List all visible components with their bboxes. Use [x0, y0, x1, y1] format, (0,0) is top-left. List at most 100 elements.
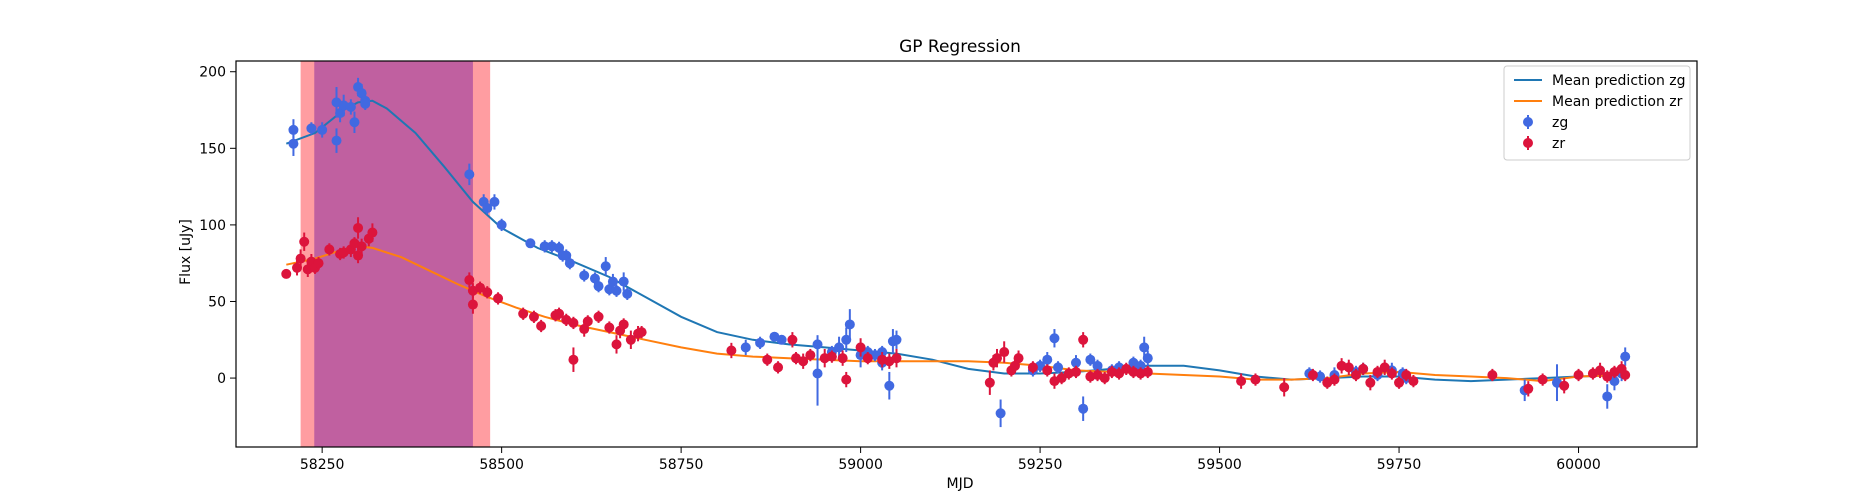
y-tick-label-2: 100 — [199, 218, 226, 234]
data-point-zr-31 — [568, 354, 579, 365]
data-point-zr-36 — [611, 339, 622, 350]
data-point-zr-105 — [1602, 371, 1613, 382]
data-point-zr-51 — [837, 353, 848, 364]
data-point-zg-52 — [891, 334, 902, 345]
legend-label-0: Mean prediction zg — [1552, 73, 1686, 89]
data-point-zr-92 — [1372, 366, 1383, 377]
data-point-zr-15 — [356, 241, 367, 252]
data-point-zg-44 — [844, 319, 855, 330]
data-point-zr-7 — [313, 258, 324, 269]
data-point-zg-16 — [482, 203, 493, 214]
data-point-zr-97 — [1408, 376, 1419, 387]
data-point-zr-74 — [1099, 373, 1110, 384]
data-point-zg-61 — [1085, 354, 1096, 365]
y-tick-label-1: 50 — [208, 294, 226, 310]
data-point-zr-23 — [493, 293, 504, 304]
data-point-zr-43 — [762, 354, 773, 365]
data-point-zr-13 — [353, 250, 364, 261]
data-point-zr-18 — [464, 275, 475, 286]
legend: Mean prediction zg Mean prediction zr zg zr — [1503, 65, 1691, 161]
data-point-zr-82 — [1250, 374, 1261, 385]
data-point-zr-66 — [1042, 365, 1053, 376]
data-point-zg-56 — [1042, 354, 1053, 365]
data-point-zr-20 — [467, 299, 478, 310]
data-point-zg-20 — [539, 241, 550, 252]
data-point-zg-68 — [1142, 353, 1153, 364]
legend-box — [1503, 65, 1691, 161]
data-point-zg-59 — [1070, 357, 1081, 368]
x-tick-label-5: 59500 — [1197, 457, 1242, 473]
data-point-zr-99 — [1523, 383, 1534, 394]
data-point-zg-36 — [755, 337, 766, 348]
data-point-zr-54 — [862, 353, 873, 364]
legend-label-3: zr — [1552, 136, 1565, 152]
data-point-zr-21 — [475, 282, 486, 293]
data-point-zg-3 — [317, 124, 328, 135]
data-point-zr-90 — [1358, 363, 1369, 374]
data-point-zr-8 — [324, 244, 335, 255]
data-point-zr-68 — [1056, 373, 1067, 384]
data-point-zg-6 — [335, 108, 346, 119]
data-point-zr-81 — [1236, 376, 1247, 387]
data-point-zr-52 — [841, 374, 852, 385]
data-point-zg-83 — [1620, 351, 1631, 362]
data-point-zr-100 — [1537, 374, 1548, 385]
data-point-zr-83 — [1279, 382, 1290, 393]
legend-swatch-2 — [1523, 117, 1533, 127]
data-point-zr-95 — [1394, 377, 1405, 388]
x-tick-label-2: 58750 — [659, 457, 704, 473]
data-point-zr-60 — [992, 353, 1003, 364]
legend-swatch-3 — [1523, 138, 1533, 148]
data-point-zr-47 — [798, 356, 809, 367]
data-point-zr-1 — [292, 262, 303, 273]
data-point-zg-43 — [841, 334, 852, 345]
data-point-zr-65 — [1027, 362, 1038, 373]
data-point-zg-27 — [589, 273, 600, 284]
data-point-zg-18 — [496, 219, 507, 230]
data-point-zg-4 — [331, 135, 342, 146]
data-point-zr-89 — [1350, 370, 1361, 381]
data-point-zg-14 — [464, 169, 475, 180]
data-point-zr-34 — [593, 311, 604, 322]
data-point-zr-96 — [1401, 370, 1412, 381]
data-point-zr-88 — [1343, 362, 1354, 373]
data-point-zg-22 — [554, 242, 565, 253]
data-point-zr-32 — [579, 324, 590, 335]
y-tick-label-3: 150 — [199, 141, 226, 157]
data-point-zg-39 — [812, 368, 823, 379]
data-point-zg-40 — [812, 339, 823, 350]
data-point-zr-38 — [618, 319, 629, 330]
data-point-zr-98 — [1487, 370, 1498, 381]
x-tick-label-3: 59000 — [838, 457, 883, 473]
data-point-zg-67 — [1139, 342, 1150, 353]
data-point-zg-0 — [288, 124, 299, 135]
data-point-zg-9 — [349, 117, 360, 128]
data-point-zg-24 — [561, 250, 572, 261]
data-point-zr-30 — [568, 317, 579, 328]
data-point-zr-35 — [604, 322, 615, 333]
data-point-zr-25 — [528, 311, 539, 322]
data-point-zr-63 — [1009, 360, 1020, 371]
data-point-zg-57 — [1049, 333, 1060, 344]
y-tick-label-0: 0 — [217, 371, 226, 387]
legend-label-1: Mean prediction zr — [1552, 94, 1683, 110]
data-point-zg-29 — [600, 261, 611, 272]
data-point-zr-53 — [855, 342, 866, 353]
data-point-zr-50 — [826, 351, 837, 362]
data-point-zr-24 — [518, 308, 529, 319]
data-point-zg-13 — [360, 98, 371, 109]
x-axis-label: MJD — [947, 476, 974, 492]
data-point-zr-80 — [1142, 366, 1153, 377]
x-tick-label-7: 60000 — [1556, 457, 1601, 473]
data-point-zg-58 — [1053, 362, 1064, 373]
data-point-zg-35 — [740, 342, 751, 353]
data-point-zr-33 — [582, 316, 593, 327]
data-point-zg-66 — [1135, 360, 1146, 371]
x-tick-label-0: 58250 — [300, 457, 345, 473]
x-tick-label-4: 59250 — [1018, 457, 1063, 473]
data-point-zg-26 — [579, 270, 590, 281]
data-point-zr-71 — [1078, 334, 1089, 345]
data-point-zg-8 — [345, 101, 356, 112]
